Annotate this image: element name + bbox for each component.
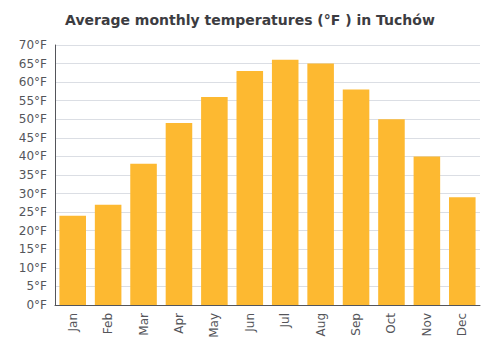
svg-text:70°F: 70°F (19, 38, 47, 52)
svg-text:Nov: Nov (420, 313, 434, 336)
svg-text:20°F: 20°F (19, 224, 47, 238)
svg-text:40°F: 40°F (19, 149, 47, 163)
svg-text:Average monthly temperatures (: Average monthly temperatures (°F ) in Tu… (65, 12, 435, 28)
svg-text:Mar: Mar (137, 313, 151, 336)
svg-text:Feb: Feb (101, 313, 115, 334)
svg-text:55°F: 55°F (19, 94, 47, 108)
svg-text:65°F: 65°F (19, 57, 47, 71)
svg-text:Apr: Apr (172, 313, 186, 334)
svg-text:Oct: Oct (384, 313, 398, 334)
svg-text:30°F: 30°F (19, 187, 47, 201)
svg-text:0°F: 0°F (26, 298, 47, 312)
svg-text:35°F: 35°F (19, 168, 47, 182)
svg-text:25°F: 25°F (19, 205, 47, 219)
svg-text:Sep: Sep (349, 313, 363, 336)
svg-text:60°F: 60°F (19, 75, 47, 89)
svg-text:Jul: Jul (278, 313, 292, 328)
svg-text:Dec: Dec (455, 313, 469, 336)
svg-text:15°F: 15°F (19, 242, 47, 256)
svg-text:Aug: Aug (314, 313, 328, 336)
svg-text:Jan: Jan (66, 313, 80, 333)
svg-text:May: May (207, 313, 221, 338)
svg-text:45°F: 45°F (19, 131, 47, 145)
svg-text:10°F: 10°F (19, 261, 47, 275)
svg-text:50°F: 50°F (19, 112, 47, 126)
svg-text:5°F: 5°F (26, 279, 47, 293)
svg-text:Jun: Jun (243, 313, 257, 333)
